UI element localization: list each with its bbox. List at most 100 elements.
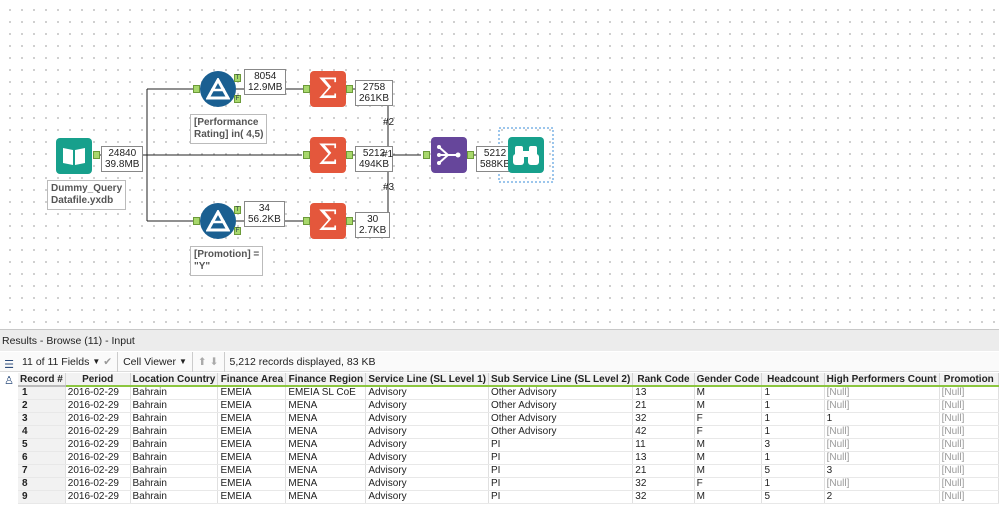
table-cell[interactable]: [Null] (939, 386, 999, 400)
column-header-record[interactable]: Record # (18, 373, 66, 387)
table-cell[interactable]: PI (488, 464, 634, 478)
column-header[interactable]: Headcount (761, 373, 825, 387)
table-cell[interactable]: Other Advisory (488, 386, 634, 400)
record-number-cell[interactable]: 9 (18, 490, 66, 504)
table-cell[interactable]: EMEIA (217, 386, 287, 400)
table-row[interactable]: 3 2016-02-29 Bahrain EMEIA MENA Advisory Other… (18, 412, 999, 426)
results-table-container[interactable]: Record # Period Location Country Finance Ar… (18, 373, 999, 514)
table-cell[interactable]: M (694, 490, 763, 504)
table-cell[interactable]: Advisory (365, 451, 489, 465)
record-number-cell[interactable]: 5 (18, 438, 66, 452)
filter1-false-anchor[interactable]: F (234, 95, 241, 103)
column-header[interactable]: Service Line (SL Level 1) (365, 373, 489, 387)
column-header[interactable]: High Performers Count (824, 373, 940, 387)
column-header[interactable]: Finance Area (217, 373, 287, 387)
record-number-cell[interactable]: 4 (18, 425, 66, 439)
column-header[interactable]: Sub Service Line (SL Level 2) (488, 373, 634, 387)
table-cell[interactable]: 32 (632, 477, 695, 491)
table-cell[interactable]: 2016-02-29 (65, 438, 131, 452)
table-cell[interactable]: [Null] (824, 386, 940, 400)
table-cell[interactable]: [Null] (939, 477, 999, 491)
record-number-cell[interactable]: 2 (18, 399, 66, 413)
table-cell[interactable]: Bahrain (130, 477, 219, 491)
table-cell[interactable]: Advisory (365, 464, 489, 478)
table-cell[interactable]: MENA (285, 464, 367, 478)
join-output-anchor[interactable] (467, 151, 474, 159)
table-cell[interactable]: EMEIA SL CoE (285, 386, 367, 400)
record-number-cell[interactable]: 8 (18, 477, 66, 491)
table-cell[interactable]: M (694, 451, 763, 465)
table-row[interactable]: 7 2016-02-29 Bahrain EMEIA MENA Advisory PI 21 M… (18, 464, 999, 478)
table-cell[interactable]: 1 (761, 412, 825, 426)
table-cell[interactable]: Advisory (365, 477, 489, 491)
table-row[interactable]: 5 2016-02-29 Bahrain EMEIA MENA Advisory PI 11 M… (18, 438, 999, 452)
filter2-false-anchor[interactable]: F (234, 227, 241, 235)
table-cell[interactable]: [Null] (824, 438, 940, 452)
table-cell[interactable]: 11 (632, 438, 695, 452)
table-cell[interactable]: MENA (285, 477, 367, 491)
summarize-tool-2[interactable]: Σ (310, 137, 346, 173)
summ3-output-anchor[interactable] (346, 217, 353, 225)
table-cell[interactable]: [Null] (824, 425, 940, 439)
filter2-input-anchor[interactable] (193, 217, 200, 225)
table-row[interactable]: 8 2016-02-29 Bahrain EMEIA MENA Advisory PI 32 F… (18, 477, 999, 491)
summarize-tool-3[interactable]: Σ (310, 203, 346, 239)
table-cell[interactable]: M (694, 386, 763, 400)
summarize-tool-1[interactable]: Σ (310, 71, 346, 107)
table-cell[interactable]: Bahrain (130, 464, 219, 478)
table-cell[interactable]: Bahrain (130, 438, 219, 452)
table-cell[interactable]: [Null] (939, 412, 999, 426)
table-cell[interactable]: 2016-02-29 (65, 464, 131, 478)
table-cell[interactable]: 42 (632, 425, 695, 439)
filter-tool-promotion[interactable] (200, 203, 236, 239)
table-cell[interactable]: Bahrain (130, 451, 219, 465)
table-cell[interactable]: [Null] (939, 399, 999, 413)
join-input-anchor[interactable] (423, 151, 430, 159)
table-cell[interactable]: M (694, 399, 763, 413)
table-cell[interactable]: Advisory (365, 438, 489, 452)
table-cell[interactable]: 2 (824, 490, 940, 504)
table-cell[interactable]: Advisory (365, 399, 489, 413)
table-row[interactable]: 6 2016-02-29 Bahrain EMEIA MENA Advisory PI 13 M… (18, 451, 999, 465)
summ3-input-anchor[interactable] (303, 217, 310, 225)
table-cell[interactable]: 32 (632, 490, 695, 504)
filter1-true-anchor[interactable]: T (234, 74, 241, 82)
table-cell[interactable]: [Null] (824, 399, 940, 413)
filter1-input-anchor[interactable] (193, 85, 200, 93)
table-cell[interactable]: Bahrain (130, 386, 219, 400)
table-cell[interactable]: [Null] (824, 477, 940, 491)
workflow-canvas[interactable]: 24840 39.8MB Dummy_Query Datafile.yxdb T … (0, 0, 999, 329)
table-cell[interactable]: 1 (824, 412, 940, 426)
table-cell[interactable]: MENA (285, 438, 367, 452)
table-cell[interactable]: EMEIA (217, 438, 287, 452)
record-number-cell[interactable]: 3 (18, 412, 66, 426)
column-header[interactable]: Promotion (939, 373, 999, 387)
table-cell[interactable]: 13 (632, 386, 695, 400)
list-view-icon[interactable]: ☰ (4, 359, 14, 371)
table-cell[interactable]: [Null] (939, 490, 999, 504)
table-cell[interactable]: Advisory (365, 425, 489, 439)
table-cell[interactable]: [Null] (939, 438, 999, 452)
table-cell[interactable]: 32 (632, 412, 695, 426)
table-cell[interactable]: EMEIA (217, 399, 287, 413)
column-header[interactable]: Gender Code (694, 373, 763, 387)
table-cell[interactable]: F (694, 477, 763, 491)
summ1-output-anchor[interactable] (346, 85, 353, 93)
table-cell[interactable]: 13 (632, 451, 695, 465)
table-cell[interactable]: 1 (761, 399, 825, 413)
table-cell[interactable]: Advisory (365, 386, 489, 400)
table-cell[interactable]: PI (488, 490, 634, 504)
column-header[interactable]: Period (65, 373, 131, 387)
table-cell[interactable]: EMEIA (217, 425, 287, 439)
fields-selector[interactable]: 11 of 11 Fields ▼ ✔ (0, 351, 119, 372)
record-metadata-icon[interactable]: ♙ (4, 375, 14, 387)
table-cell[interactable]: 1 (761, 425, 825, 439)
table-cell[interactable]: MENA (285, 399, 367, 413)
table-cell[interactable]: [Null] (939, 451, 999, 465)
summ2-output-anchor[interactable] (346, 151, 353, 159)
table-cell[interactable]: PI (488, 477, 634, 491)
input-data-tool[interactable] (56, 138, 92, 174)
column-header[interactable]: Location Country (130, 373, 219, 387)
table-cell[interactable]: Bahrain (130, 412, 219, 426)
table-cell[interactable]: [Null] (824, 451, 940, 465)
